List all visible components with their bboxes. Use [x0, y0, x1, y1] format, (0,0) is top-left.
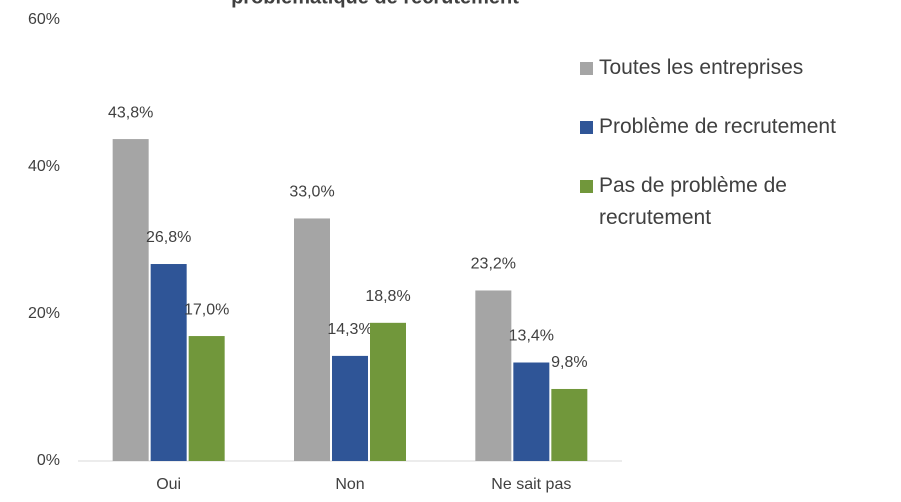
value-label: 9,8% [551, 354, 587, 371]
bar [112, 139, 149, 461]
x-tick-label: Oui [156, 476, 181, 493]
chart-title: problématique de recrutement [231, 0, 519, 8]
x-tick-label: Non [335, 476, 364, 493]
legend-entry: Toutes les entreprises [580, 52, 890, 84]
x-tick-label: Ne sait pas [491, 476, 571, 493]
legend-entry: Problème de recrutement [580, 111, 890, 143]
value-label: 18,8% [365, 288, 410, 305]
value-label: 33,0% [289, 184, 334, 201]
y-tick-label: 60% [28, 11, 60, 28]
legend-entry: Pas de problème de recrutement [580, 170, 890, 234]
legend-swatch [580, 180, 593, 193]
bar [332, 355, 368, 461]
legend-label: Pas de problème de recrutement [599, 174, 787, 229]
legend-swatch [580, 62, 593, 75]
value-label: 17,0% [184, 301, 229, 318]
bar [370, 322, 406, 461]
bar [513, 362, 550, 461]
value-label: 13,4% [509, 328, 554, 345]
value-label: 14,3% [327, 321, 372, 338]
value-label: 23,2% [471, 256, 516, 273]
legend: Toutes les entreprises Problème de recrut… [580, 52, 890, 261]
value-label: 43,8% [108, 104, 153, 121]
value-label: 26,8% [146, 229, 191, 246]
y-tick-label: 0% [37, 452, 60, 469]
legend-swatch [580, 121, 593, 134]
bar [475, 290, 512, 461]
bar [188, 336, 225, 461]
bar [150, 264, 187, 461]
legend-label: Problème de recrutement [599, 115, 836, 138]
legend-label: Toutes les entreprises [599, 56, 804, 79]
y-tick-label: 40% [28, 158, 60, 175]
y-tick-label: 20% [28, 305, 60, 322]
bar [551, 388, 588, 461]
bar [294, 218, 330, 461]
